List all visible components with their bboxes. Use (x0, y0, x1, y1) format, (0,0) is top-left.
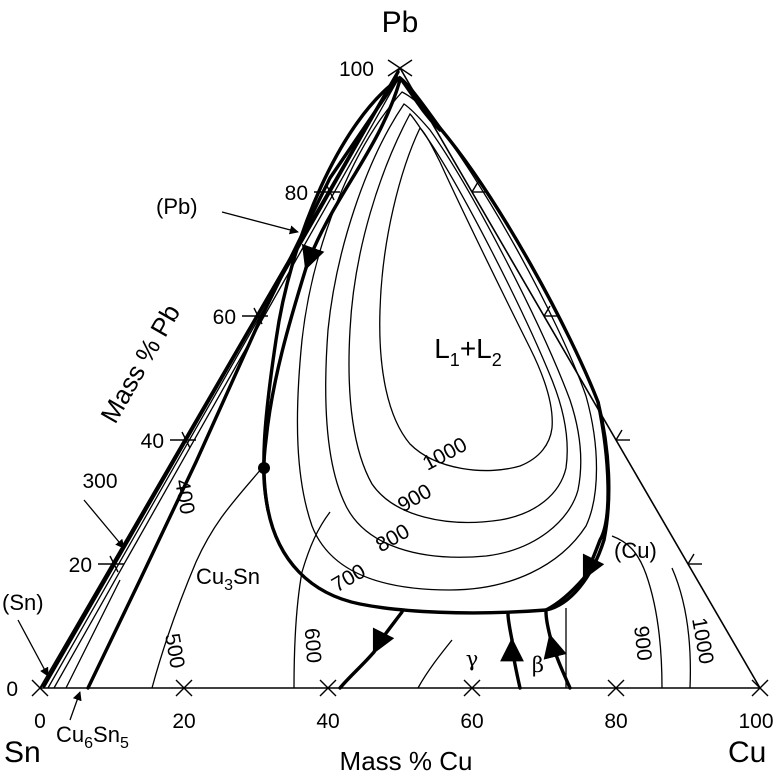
bottom-axis-title: Mass % Cu (340, 746, 473, 776)
bottom-tick-label: 60 (460, 710, 483, 733)
bottom-tick-label: 100 (738, 710, 773, 733)
left-axis-title: Mass % Pb (94, 299, 186, 428)
left-tick-label: 60 (213, 306, 236, 329)
phase-label-cu: (Cu) (614, 538, 657, 563)
isotherm-label: 900 (394, 480, 436, 517)
corner-label-pb: Pb (382, 6, 419, 39)
isotherm-label: 300 (82, 470, 117, 493)
miscibility-gap-label: L1+L2 (434, 333, 502, 370)
phase-label-sn: (Sn) (2, 590, 44, 615)
isotherm-label: 900 (629, 625, 656, 662)
isotherm-label: 500 (160, 632, 189, 671)
isotherm-label: 700 (328, 560, 370, 597)
bottom-tick-label: 40 (316, 710, 339, 733)
miscibility-gap-contours (262, 76, 611, 615)
left-tick-label: 0 (6, 678, 18, 701)
left-tick-label: 80 (285, 182, 308, 205)
left-tick-label: 100 (339, 58, 374, 81)
isotherm-lines (151, 467, 691, 689)
left-tick-label: 20 (69, 554, 92, 577)
sn-pb-boundary-lines (42, 70, 401, 690)
phase-label-beta: β (532, 653, 544, 677)
univariant-lines (258, 76, 610, 690)
bottom-tick-label: 20 (172, 710, 195, 733)
left-tick-label: 40 (141, 430, 164, 453)
phase-label-cu6sn5: Cu6Sn5 (56, 722, 129, 752)
bottom-tick-label: 80 (604, 710, 627, 733)
corner-label-cu: Cu (728, 736, 766, 769)
phase-label-cu3sn: Cu3Sn (196, 564, 260, 594)
isotherm-label: 1000 (687, 616, 718, 666)
bottom-tick-label: 0 (34, 710, 46, 733)
phase-label-pb: (Pb) (156, 194, 198, 219)
isotherm-label: 600 (300, 627, 325, 664)
phase-label-gamma: γ (466, 647, 479, 671)
axis-ticks (31, 59, 769, 697)
corner-label-sn: Sn (4, 736, 41, 769)
